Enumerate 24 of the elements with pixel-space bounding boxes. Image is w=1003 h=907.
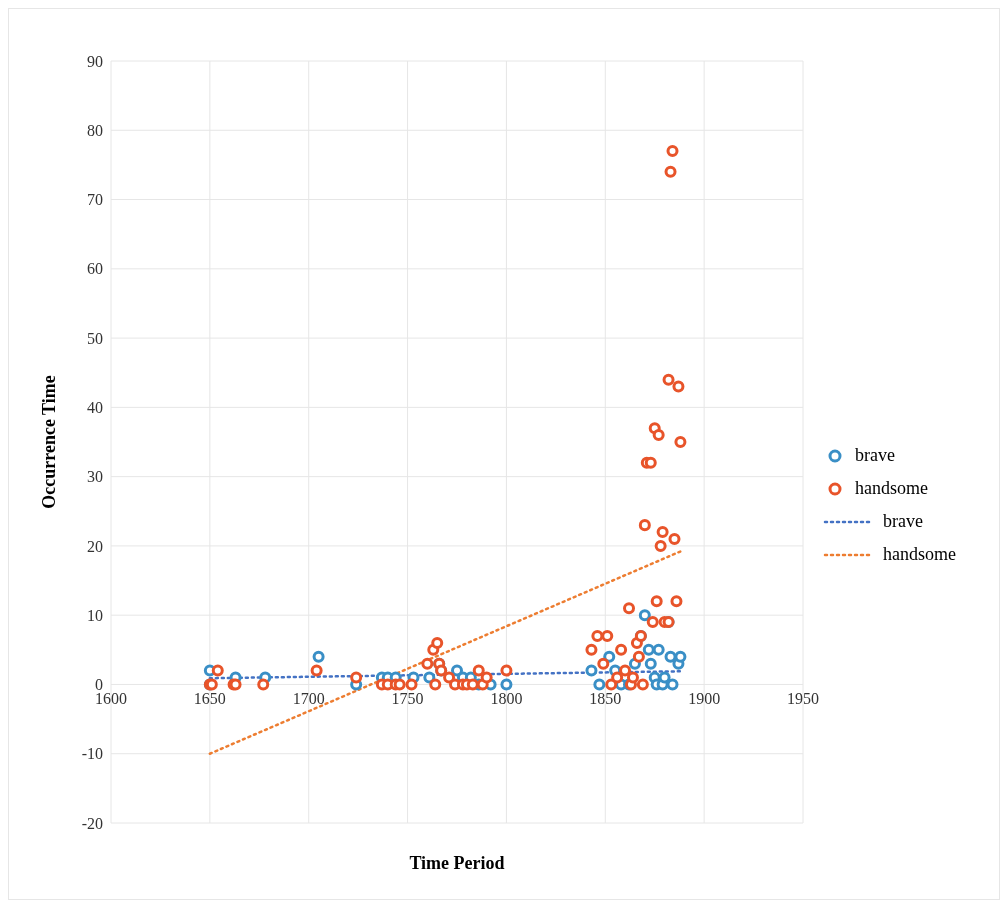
x-tick-label: 1850	[589, 690, 622, 708]
x-tick-label: 1800	[490, 690, 523, 708]
y-tick-label: 80	[87, 121, 103, 139]
y-tick-label: 30	[87, 468, 103, 486]
x-tick-label: 1650	[193, 690, 226, 708]
y-tick-label: -20	[81, 814, 103, 832]
y-tick-label: 70	[87, 191, 103, 209]
y-tick-label: 40	[87, 399, 103, 417]
y-tick-label: 90	[87, 52, 103, 70]
y-tick-label: -10	[81, 745, 103, 763]
x-tick-label: 1700	[292, 690, 325, 708]
y-tick-label: 50	[87, 329, 103, 347]
x-tick-label: 1900	[688, 690, 721, 708]
x-axis-title: Time Period	[409, 853, 505, 873]
legend-label: handsome	[855, 477, 928, 500]
y-axis-title: Occurrence Time	[39, 375, 60, 509]
y-tick-label: 10	[87, 606, 103, 624]
x-tick-label: 1950	[787, 690, 819, 708]
legend-label: handsome	[883, 543, 956, 566]
y-tick-label: 20	[87, 537, 103, 555]
legend-label: brave	[883, 510, 923, 533]
x-tick-label: 1750	[391, 690, 424, 708]
y-tick-label: 60	[87, 260, 103, 278]
legend-label: brave	[855, 444, 895, 467]
